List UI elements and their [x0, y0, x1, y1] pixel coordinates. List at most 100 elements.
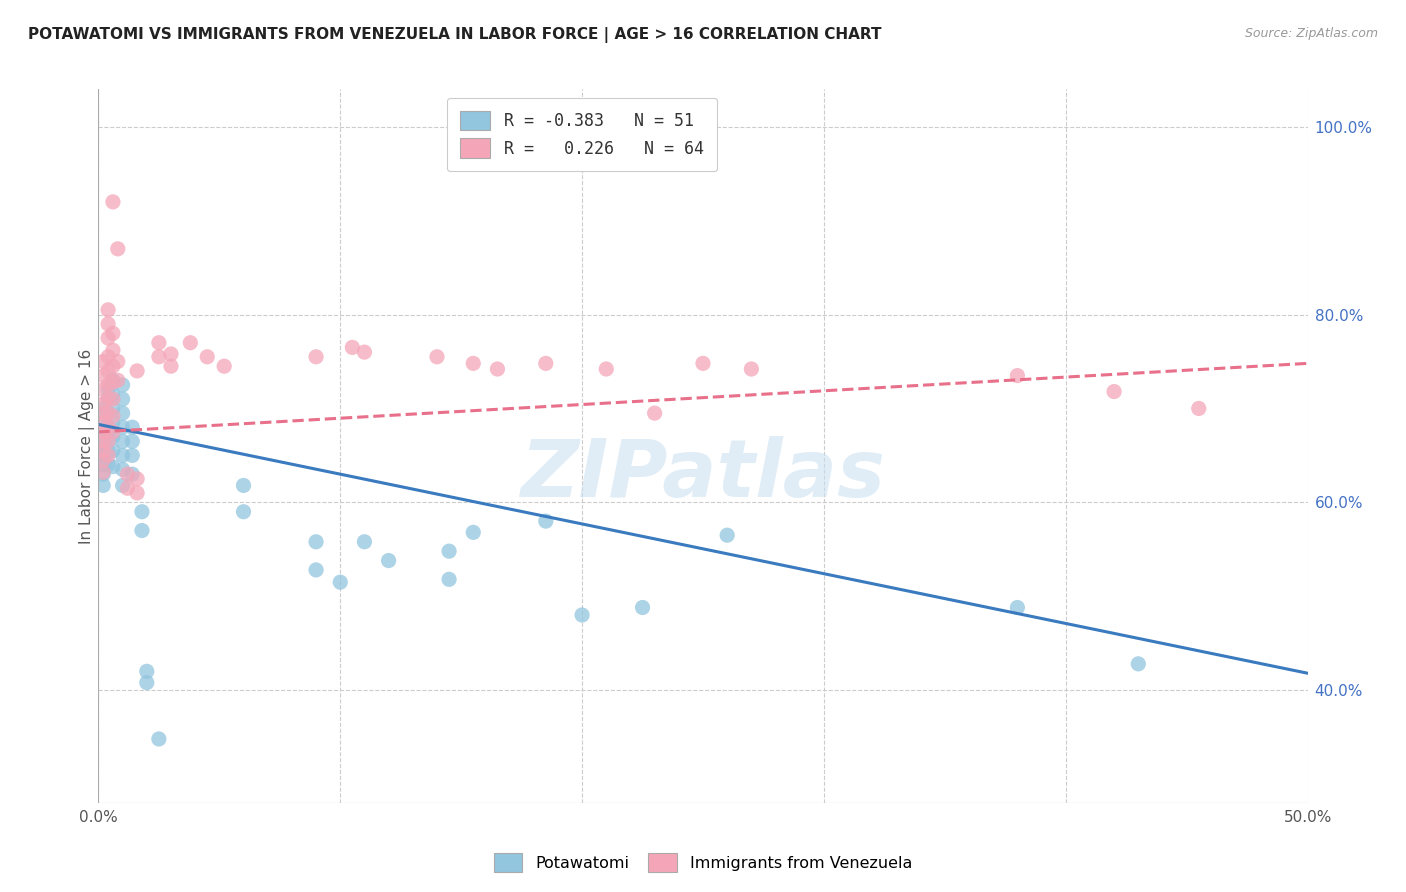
Point — [97, 458, 120, 472]
Point — [131, 505, 153, 519]
Point — [107, 373, 129, 387]
Point — [463, 356, 485, 370]
Point — [107, 242, 129, 256]
Point — [121, 434, 143, 449]
Point — [1128, 657, 1150, 671]
Point — [101, 401, 124, 416]
Point — [121, 449, 143, 463]
Point — [631, 600, 654, 615]
Legend: R = -0.383   N = 51, R =   0.226   N = 64: R = -0.383 N = 51, R = 0.226 N = 64 — [447, 97, 717, 171]
Point — [97, 383, 120, 397]
Point — [571, 607, 593, 622]
Point — [692, 356, 714, 370]
Point — [97, 331, 120, 345]
Point — [91, 467, 114, 482]
Point — [111, 478, 134, 492]
Point — [91, 449, 114, 463]
Point — [91, 416, 114, 430]
Point — [91, 439, 114, 453]
Point — [117, 467, 139, 482]
Point — [97, 392, 120, 406]
Point — [111, 392, 134, 406]
Point — [91, 401, 114, 416]
Point — [135, 675, 157, 690]
Legend: Potawatomi, Immigrants from Venezuela: Potawatomi, Immigrants from Venezuela — [485, 845, 921, 880]
Point — [212, 359, 235, 374]
Point — [426, 350, 449, 364]
Point — [97, 378, 120, 392]
Point — [97, 420, 120, 434]
Point — [97, 449, 120, 463]
Point — [97, 406, 120, 420]
Point — [97, 443, 120, 458]
Point — [131, 524, 153, 538]
Point — [1007, 368, 1029, 383]
Point — [117, 481, 139, 495]
Point — [111, 449, 134, 463]
Y-axis label: In Labor Force | Age > 16: In Labor Force | Age > 16 — [79, 349, 96, 543]
Point — [534, 356, 557, 370]
Point — [91, 416, 114, 430]
Point — [91, 434, 114, 449]
Point — [101, 459, 124, 474]
Point — [107, 354, 129, 368]
Point — [342, 340, 364, 354]
Point — [232, 478, 254, 492]
Point — [1007, 600, 1029, 615]
Point — [127, 486, 149, 500]
Point — [195, 350, 218, 364]
Point — [97, 364, 120, 378]
Point — [101, 343, 124, 358]
Point — [437, 544, 460, 558]
Point — [101, 194, 124, 209]
Point — [127, 472, 149, 486]
Point — [160, 359, 183, 374]
Point — [121, 420, 143, 434]
Point — [1188, 401, 1211, 416]
Point — [232, 505, 254, 519]
Point — [135, 665, 157, 679]
Point — [91, 383, 114, 397]
Point — [101, 416, 124, 430]
Text: ZIPatlas: ZIPatlas — [520, 435, 886, 514]
Point — [101, 392, 124, 406]
Point — [179, 335, 201, 350]
Point — [91, 478, 114, 492]
Point — [97, 302, 120, 317]
Point — [97, 434, 120, 449]
Point — [595, 362, 617, 376]
Point — [534, 514, 557, 528]
Point — [1102, 384, 1125, 399]
Point — [160, 347, 183, 361]
Point — [101, 425, 124, 439]
Point — [437, 572, 460, 586]
Point — [91, 425, 114, 439]
Point — [111, 378, 134, 392]
Point — [101, 429, 124, 443]
Point — [740, 362, 762, 376]
Point — [111, 406, 134, 420]
Point — [91, 406, 114, 420]
Point — [91, 458, 114, 472]
Point — [101, 375, 124, 389]
Point — [353, 534, 375, 549]
Point — [329, 575, 352, 590]
Point — [111, 420, 134, 434]
Point — [97, 392, 120, 406]
Point — [353, 345, 375, 359]
Text: Source: ZipAtlas.com: Source: ZipAtlas.com — [1244, 27, 1378, 40]
Point — [101, 373, 124, 387]
Point — [486, 362, 509, 376]
Point — [101, 409, 124, 423]
Point — [97, 406, 120, 420]
Point — [91, 443, 114, 458]
Point — [97, 350, 120, 364]
Point — [111, 462, 134, 476]
Point — [101, 387, 124, 401]
Point — [127, 364, 149, 378]
Point — [148, 350, 170, 364]
Point — [101, 326, 124, 341]
Point — [91, 397, 114, 411]
Text: POTAWATOMI VS IMMIGRANTS FROM VENEZUELA IN LABOR FORCE | AGE > 16 CORRELATION CH: POTAWATOMI VS IMMIGRANTS FROM VENEZUELA … — [28, 27, 882, 43]
Point — [305, 350, 328, 364]
